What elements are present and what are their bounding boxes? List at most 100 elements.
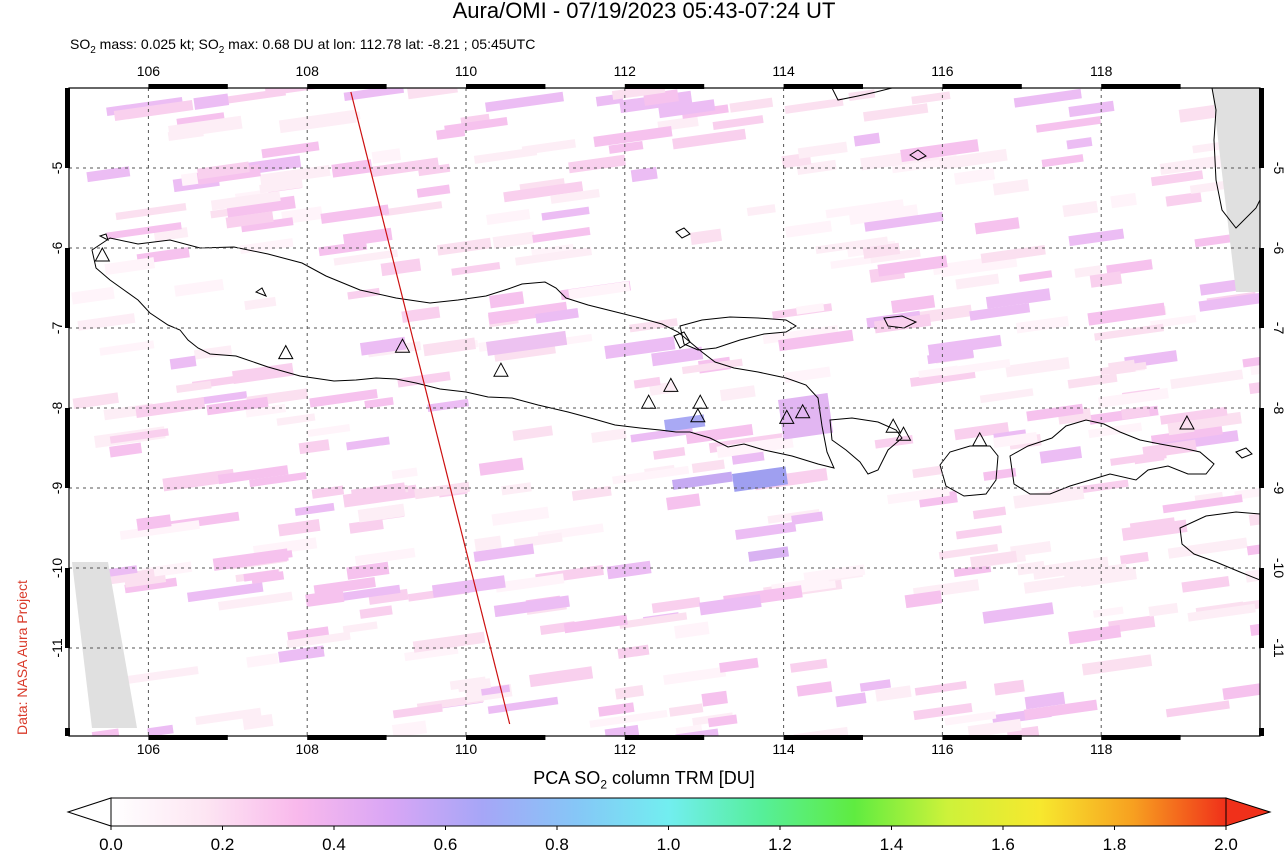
lat-tick-label-right: -5 bbox=[1271, 162, 1287, 175]
so2-pixel bbox=[1234, 486, 1260, 500]
so2-pixel-high bbox=[748, 546, 790, 562]
so2-pixel bbox=[914, 680, 967, 696]
so2-pixel bbox=[359, 605, 393, 619]
lon-tick-label-bottom: 114 bbox=[772, 741, 795, 757]
so2-pixel bbox=[124, 575, 167, 588]
so2-pixel bbox=[1189, 180, 1232, 194]
so2-pixel bbox=[1024, 691, 1066, 710]
so2-pixel bbox=[672, 128, 747, 150]
so2-pixel bbox=[1165, 700, 1230, 718]
so2-pixel bbox=[1088, 422, 1143, 439]
lon-tick-label-top: 106 bbox=[137, 63, 161, 79]
so2-pixel bbox=[797, 141, 848, 159]
so2-pixel bbox=[1068, 624, 1122, 645]
so2-pixel bbox=[795, 303, 825, 315]
so2-pixel bbox=[195, 707, 262, 726]
so2-pixel bbox=[342, 227, 393, 247]
so2-pixel bbox=[1023, 573, 1094, 594]
so2-pixel bbox=[619, 612, 688, 629]
volcano-icon bbox=[692, 394, 709, 409]
so2-pixel-high bbox=[778, 393, 834, 440]
frame-bar-right bbox=[1259, 88, 1264, 168]
so2-pixel bbox=[489, 291, 525, 309]
so2-pixel bbox=[633, 376, 661, 389]
so2-pixel bbox=[944, 711, 997, 726]
so2-pixel bbox=[967, 718, 1022, 736]
frame-bar-top bbox=[466, 84, 546, 89]
colorbar-tick-label: 1.0 bbox=[657, 835, 681, 854]
so2-pixel bbox=[1068, 100, 1115, 118]
so2-pixel bbox=[863, 103, 929, 122]
so2-pixel bbox=[980, 244, 1046, 264]
so2-pixel bbox=[1160, 406, 1228, 425]
so2-pixel bbox=[669, 703, 704, 717]
so2-pixel bbox=[972, 506, 1007, 520]
colorbar-tick-label: 1.6 bbox=[991, 835, 1015, 854]
so2-pixel bbox=[591, 428, 627, 444]
so2-pixel bbox=[875, 685, 912, 702]
so2-pixel bbox=[532, 227, 591, 243]
so2-pixel bbox=[835, 692, 867, 708]
map-subtitle: SO2 mass: 0.025 kt; SO2 max: 0.68 DU at … bbox=[70, 36, 536, 56]
so2-pixel bbox=[119, 520, 200, 540]
so2-pixel bbox=[911, 91, 951, 105]
so2-pixel bbox=[663, 666, 727, 686]
so2-pixel bbox=[242, 714, 274, 730]
so2-pixel bbox=[815, 236, 889, 254]
so2-pixel bbox=[1066, 137, 1093, 150]
frame-bar-right bbox=[1259, 728, 1264, 736]
frame-bar-top bbox=[942, 84, 1022, 89]
lon-tick-label-top: 112 bbox=[614, 63, 637, 79]
so2-pixel bbox=[380, 258, 422, 277]
so2-pixel bbox=[451, 261, 501, 276]
so2-pixel bbox=[993, 431, 1038, 449]
so2-pixel bbox=[480, 684, 511, 696]
lon-tick-label-bottom: 108 bbox=[296, 741, 320, 757]
colorbar-over-arrow bbox=[1225, 797, 1272, 827]
lon-tick-label-bottom: 112 bbox=[614, 741, 637, 757]
colorbar-tick-label: 0.2 bbox=[211, 835, 235, 854]
so2-pixel bbox=[983, 467, 1017, 481]
frame-bar-top bbox=[1101, 84, 1181, 89]
so2-pixel-high bbox=[672, 471, 733, 490]
so2-pixel bbox=[294, 502, 335, 516]
so2-pixel bbox=[1062, 200, 1099, 218]
so2-pixel bbox=[135, 397, 206, 418]
so2-pixel bbox=[1094, 323, 1164, 341]
so2-pixel bbox=[707, 714, 738, 728]
frame-bar-left bbox=[65, 568, 70, 648]
so2-pixel bbox=[685, 424, 754, 445]
so2-pixel bbox=[416, 184, 451, 198]
so2-pixel bbox=[436, 237, 492, 256]
so2-pixel bbox=[1198, 292, 1260, 312]
so2-pixel bbox=[404, 645, 459, 662]
so2-pixel bbox=[391, 720, 428, 736]
lat-tick-label-left: -8 bbox=[49, 402, 65, 415]
so2-pixel bbox=[653, 447, 686, 460]
frame-bar-top bbox=[148, 84, 228, 89]
so2-pixel bbox=[512, 425, 553, 441]
so2-pixel bbox=[198, 391, 248, 405]
so2-pixel bbox=[746, 204, 776, 217]
so2-pixel bbox=[501, 482, 532, 496]
graticule bbox=[69, 88, 1260, 736]
so2-pixel bbox=[1181, 575, 1230, 593]
so2-pixel bbox=[347, 287, 381, 300]
colorbar-tick-label: 0.8 bbox=[545, 835, 569, 854]
lat-tick-label-right: -6 bbox=[1271, 242, 1287, 255]
coastlines bbox=[91, 88, 1260, 581]
so2-pixel bbox=[313, 576, 376, 596]
so2-pixel bbox=[336, 584, 401, 602]
so2-pixel bbox=[568, 281, 631, 300]
so2-pixel bbox=[791, 511, 824, 525]
so2-pixel bbox=[342, 621, 378, 634]
so2-pixel bbox=[604, 724, 640, 736]
so2-pixel bbox=[970, 550, 1018, 569]
so2-pixel bbox=[848, 204, 919, 225]
lon-tick-label-bottom: 110 bbox=[455, 741, 478, 757]
so2-pixel bbox=[320, 204, 390, 224]
lat-tick-label-right: -11 bbox=[1271, 638, 1287, 657]
so2-pixel bbox=[1035, 116, 1101, 133]
so2-pixel bbox=[825, 199, 904, 219]
so2-pixel bbox=[478, 457, 524, 476]
